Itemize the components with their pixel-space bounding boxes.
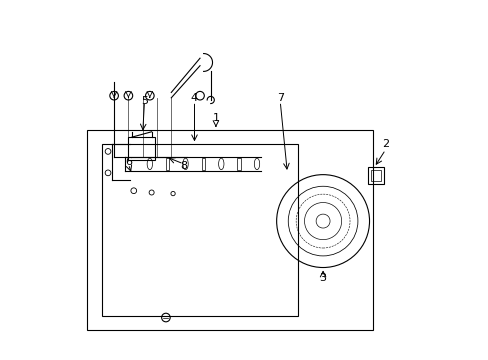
Bar bbox=[165, 158, 169, 170]
Text: 4: 4 bbox=[190, 93, 198, 103]
Bar bbox=[87, 130, 372, 330]
Bar bbox=[370, 170, 380, 181]
Text: 3: 3 bbox=[319, 273, 326, 283]
Bar bbox=[367, 167, 383, 184]
Bar bbox=[102, 144, 298, 316]
Bar bbox=[128, 137, 155, 160]
Text: 8: 8 bbox=[180, 161, 187, 171]
Bar bbox=[237, 158, 241, 170]
Text: 5: 5 bbox=[141, 96, 148, 107]
Text: 7: 7 bbox=[276, 93, 283, 103]
Bar bbox=[201, 158, 205, 170]
Text: 1: 1 bbox=[212, 113, 219, 123]
Text: 2: 2 bbox=[381, 139, 388, 149]
Text: 6: 6 bbox=[124, 157, 132, 167]
